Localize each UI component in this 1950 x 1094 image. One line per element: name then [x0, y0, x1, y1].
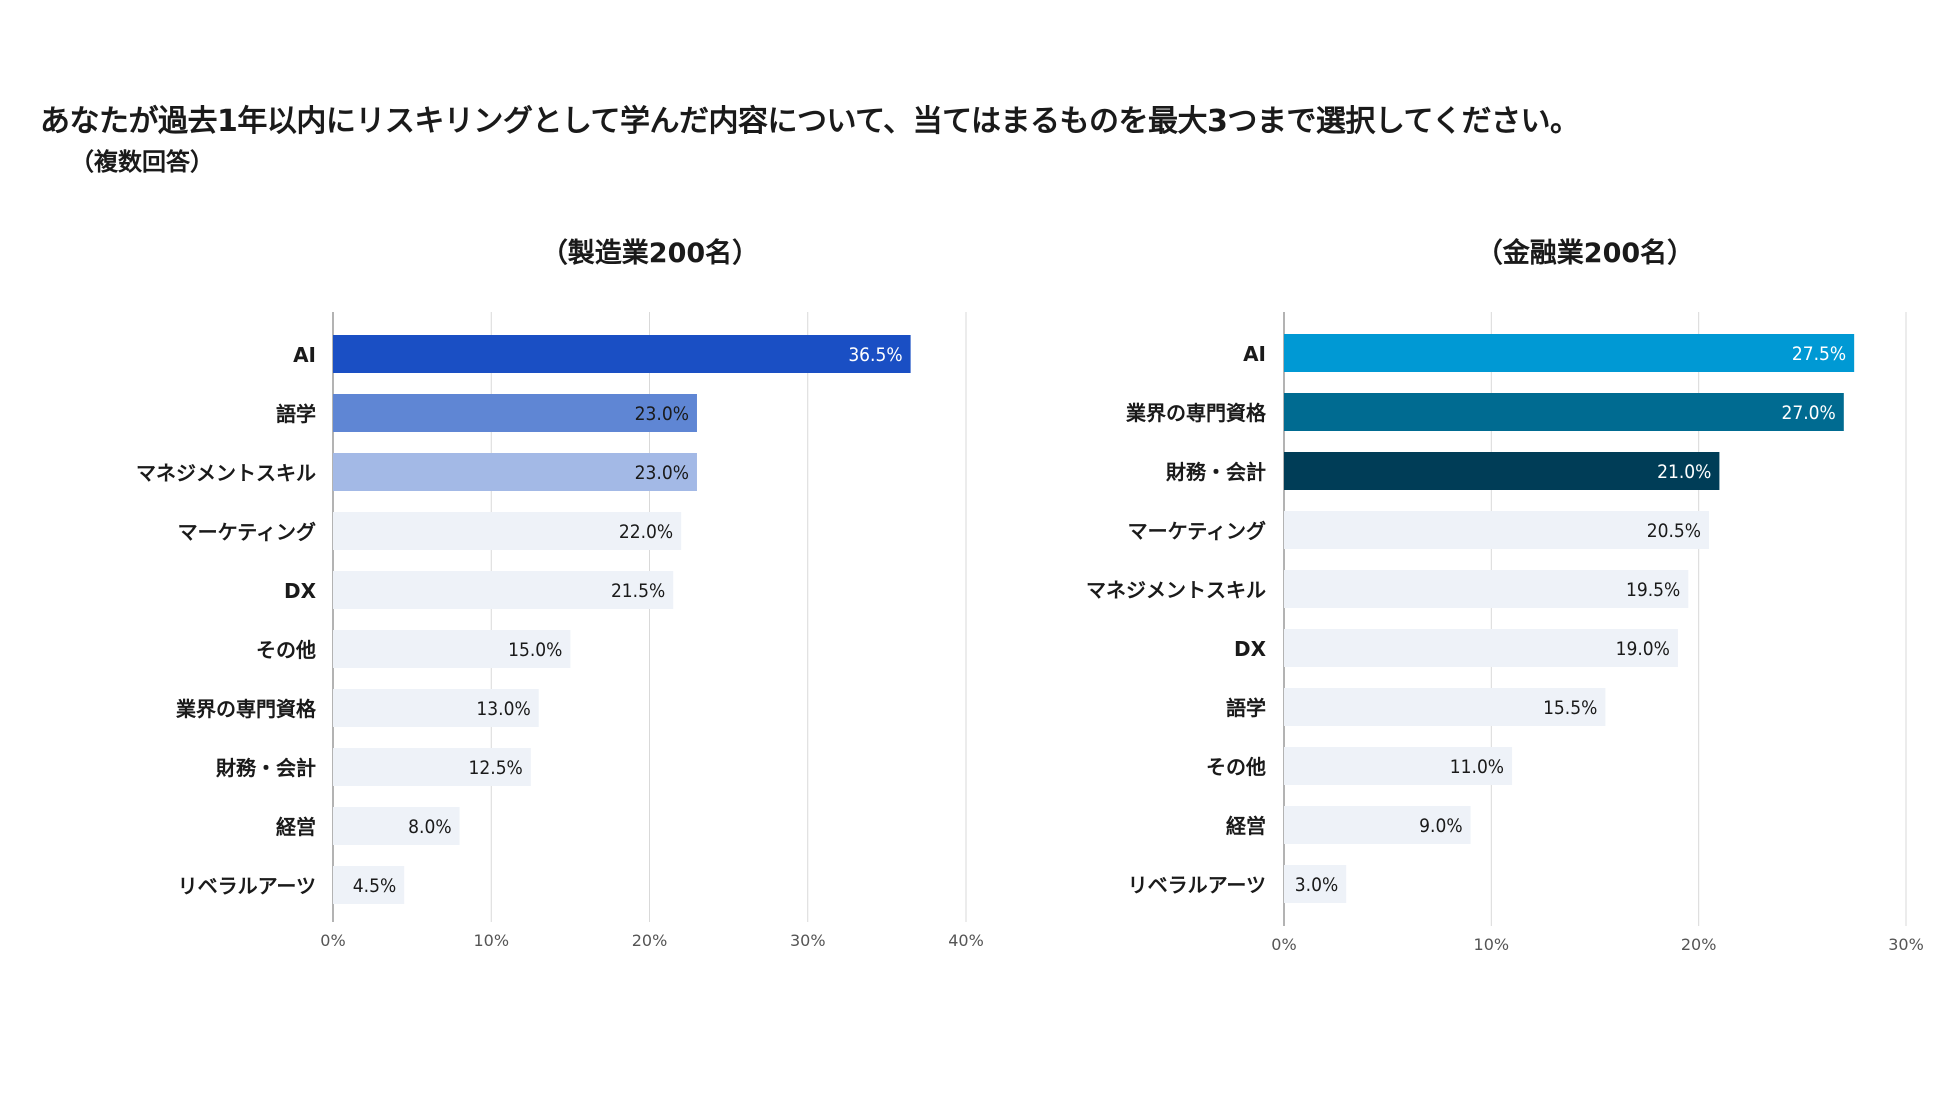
bar: [1284, 334, 1855, 372]
data-label: 4.5%: [353, 875, 396, 897]
category-label: マーケティング: [1128, 519, 1266, 543]
data-label: 8.0%: [408, 816, 451, 838]
data-label: 15.0%: [508, 639, 562, 661]
bar: [333, 512, 682, 550]
category-label: 財務・会計: [216, 756, 316, 780]
x-tick-label: 0%: [320, 931, 345, 950]
data-label: 36.5%: [848, 344, 902, 366]
chart-title: （金融業200名）: [1476, 237, 1694, 269]
data-label: 19.5%: [1626, 579, 1680, 601]
category-label: 語学: [276, 402, 316, 426]
bar: [333, 866, 405, 904]
category-label: 経営: [1226, 814, 1266, 838]
data-label: 27.0%: [1782, 402, 1836, 424]
bar: [1284, 511, 1710, 549]
category-label: AI: [1243, 342, 1266, 366]
bar: [1284, 806, 1471, 844]
data-label: 20.5%: [1647, 520, 1701, 542]
bar: [1284, 688, 1606, 726]
data-label: 21.5%: [611, 580, 665, 602]
category-label: 経営: [276, 815, 316, 839]
page-title: あなたが過去1年以内にリスキリングとして学んだ内容について、当てはまるものを最大…: [40, 104, 1580, 139]
category-label: DX: [1234, 637, 1267, 661]
data-label: 9.0%: [1419, 815, 1462, 837]
bar: [1284, 865, 1347, 903]
bar: [1284, 393, 1844, 431]
x-tick-label: 20%: [1681, 935, 1717, 954]
x-tick-label: 20%: [632, 931, 668, 950]
data-label: 15.5%: [1543, 697, 1597, 719]
category-label: マーケティング: [178, 520, 316, 544]
chart-title: （製造業200名）: [541, 237, 759, 269]
data-label: 3.0%: [1295, 874, 1338, 896]
x-tick-label: 40%: [948, 931, 984, 950]
x-tick-label: 10%: [473, 931, 509, 950]
bar: [1284, 629, 1678, 667]
x-tick-label: 30%: [1888, 935, 1924, 954]
bar: [333, 630, 571, 668]
data-label: 11.0%: [1450, 756, 1504, 778]
category-label: リベラルアーツ: [178, 874, 316, 898]
category-label: 業界の専門資格: [176, 697, 317, 721]
category-label: マネジメントスキル: [1086, 578, 1266, 602]
bar: [1284, 747, 1513, 785]
bar: [333, 453, 697, 491]
category-label: DX: [284, 579, 317, 603]
data-label: 23.0%: [635, 462, 689, 484]
data-label: 21.0%: [1657, 461, 1711, 483]
data-label: 22.0%: [619, 521, 673, 543]
bar: [333, 335, 911, 373]
bar: [1284, 452, 1720, 490]
x-tick-label: 30%: [790, 931, 826, 950]
bar: [333, 689, 539, 727]
page-subtitle: （複数回答）: [70, 148, 214, 176]
data-label: 12.5%: [469, 757, 523, 779]
x-tick-label: 10%: [1474, 935, 1510, 954]
category-label: その他: [1206, 755, 1266, 779]
bar: [333, 394, 697, 432]
data-label: 13.0%: [476, 698, 530, 720]
data-label: 23.0%: [635, 403, 689, 425]
x-tick-label: 0%: [1271, 935, 1296, 954]
category-label: 業界の専門資格: [1126, 401, 1267, 425]
bar: [333, 748, 531, 786]
bar: [1284, 570, 1689, 608]
category-label: 語学: [1226, 696, 1266, 720]
category-label: リベラルアーツ: [1128, 873, 1266, 897]
bar: [333, 571, 674, 609]
data-label: 19.0%: [1616, 638, 1670, 660]
bar: [333, 807, 460, 845]
data-label: 27.5%: [1792, 343, 1846, 365]
category-label: マネジメントスキル: [136, 461, 316, 485]
category-label: その他: [256, 638, 316, 662]
category-label: 財務・会計: [1166, 460, 1266, 484]
category-label: AI: [293, 343, 316, 367]
